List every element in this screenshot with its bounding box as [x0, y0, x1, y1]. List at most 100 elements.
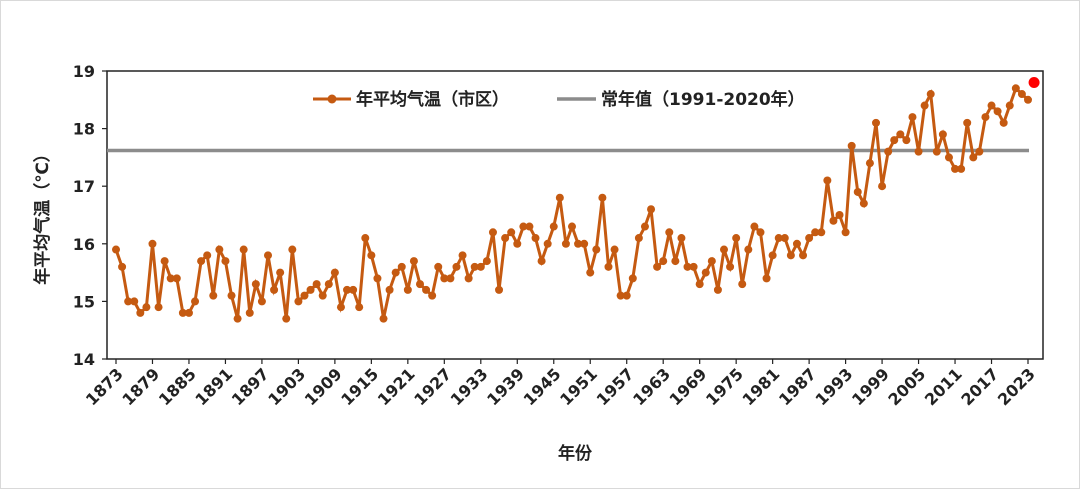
- y-tick-label: 16: [73, 235, 95, 254]
- data-point: [786, 251, 795, 260]
- data-point: [446, 274, 455, 283]
- data-point: [568, 222, 576, 231]
- data-point: [1011, 84, 1020, 93]
- x-axis-ticks: 1873187918851891189719031909191519211927…: [82, 359, 1039, 409]
- data-point: [744, 245, 753, 254]
- data-point: [1017, 90, 1026, 99]
- data-point: [312, 280, 321, 289]
- x-tick-label: 1885: [155, 364, 200, 409]
- data-point: [191, 297, 200, 306]
- data-point: [294, 297, 303, 306]
- data-point: [458, 251, 467, 260]
- y-tick-label: 17: [73, 177, 95, 196]
- data-point: [574, 239, 583, 248]
- data-point: [227, 291, 236, 300]
- data-point: [665, 228, 674, 237]
- data-point: [397, 262, 406, 271]
- data-point: [823, 176, 832, 185]
- data-point: [501, 234, 510, 243]
- data-point: [610, 245, 619, 254]
- data-point: [184, 308, 193, 317]
- data-point: [762, 274, 771, 283]
- x-tick-label: 2005: [884, 364, 929, 409]
- data-point: [713, 285, 722, 294]
- data-point: [118, 262, 127, 271]
- x-tick-label: 1921: [374, 364, 419, 409]
- data-point: [963, 118, 972, 127]
- data-point: [282, 314, 291, 323]
- data-point: [792, 239, 801, 248]
- data-point: [975, 147, 984, 156]
- data-point: [367, 251, 376, 260]
- x-tick-label: 1975: [702, 364, 747, 409]
- data-point: [859, 199, 868, 208]
- data-point: [774, 234, 783, 243]
- data-point: [464, 274, 473, 283]
- data-point: [525, 222, 534, 231]
- data-point: [306, 285, 315, 294]
- highlight-point-latest: [1028, 77, 1040, 89]
- data-point: [251, 280, 260, 289]
- data-point: [701, 268, 710, 277]
- data-point: [616, 291, 625, 300]
- data-point: [938, 130, 947, 139]
- data-point: [914, 147, 923, 156]
- data-point: [683, 262, 692, 271]
- data-point: [160, 257, 169, 266]
- data-point: [586, 268, 595, 277]
- data-point: [981, 113, 990, 122]
- data-point: [720, 245, 728, 254]
- x-axis-title: 年份: [558, 443, 593, 464]
- data-point: [622, 291, 631, 300]
- data-point: [336, 303, 345, 312]
- data-point: [853, 187, 862, 196]
- data-point: [987, 101, 996, 110]
- data-point: [422, 285, 431, 294]
- data-point: [598, 193, 607, 202]
- data-point: [634, 234, 643, 243]
- data-point: [136, 308, 145, 317]
- data-point: [580, 239, 589, 248]
- y-tick-label: 14: [73, 350, 95, 369]
- data-point: [178, 308, 187, 317]
- data-point: [361, 234, 370, 243]
- data-point: [555, 193, 564, 202]
- data-point: [908, 113, 917, 122]
- data-point: [166, 274, 175, 283]
- data-point: [993, 107, 1002, 116]
- data-point: [488, 228, 497, 237]
- x-tick-label: 2023: [994, 364, 1039, 409]
- data-point: [403, 285, 412, 294]
- data-point: [890, 136, 899, 145]
- data-point: [379, 314, 388, 323]
- x-tick-label: 1879: [118, 364, 163, 409]
- data-point: [288, 245, 297, 254]
- data-point: [884, 147, 893, 156]
- data-point: [428, 291, 437, 300]
- data-point: [142, 303, 151, 312]
- data-point: [1005, 101, 1014, 110]
- data-point: [245, 308, 254, 317]
- x-tick-label: 1969: [666, 364, 711, 409]
- data-point: [640, 222, 649, 231]
- data-point: [847, 141, 856, 150]
- y-tick-label: 19: [73, 62, 95, 81]
- data-point: [221, 257, 230, 266]
- y-axis-ticks: 14 15 16 17 18 19: [73, 62, 107, 369]
- data-point: [264, 251, 272, 260]
- data-point: [726, 262, 735, 271]
- data-point: [592, 245, 601, 254]
- data-point: [495, 285, 504, 294]
- data-point: [215, 245, 224, 254]
- data-point: [653, 262, 662, 271]
- data-point: [543, 239, 552, 248]
- data-point: [172, 274, 181, 283]
- data-point: [130, 297, 139, 306]
- data-point: [902, 136, 911, 145]
- x-tick-label: 1927: [410, 364, 455, 409]
- data-point: [932, 147, 941, 156]
- data-point: [835, 211, 844, 219]
- data-point: [671, 257, 680, 266]
